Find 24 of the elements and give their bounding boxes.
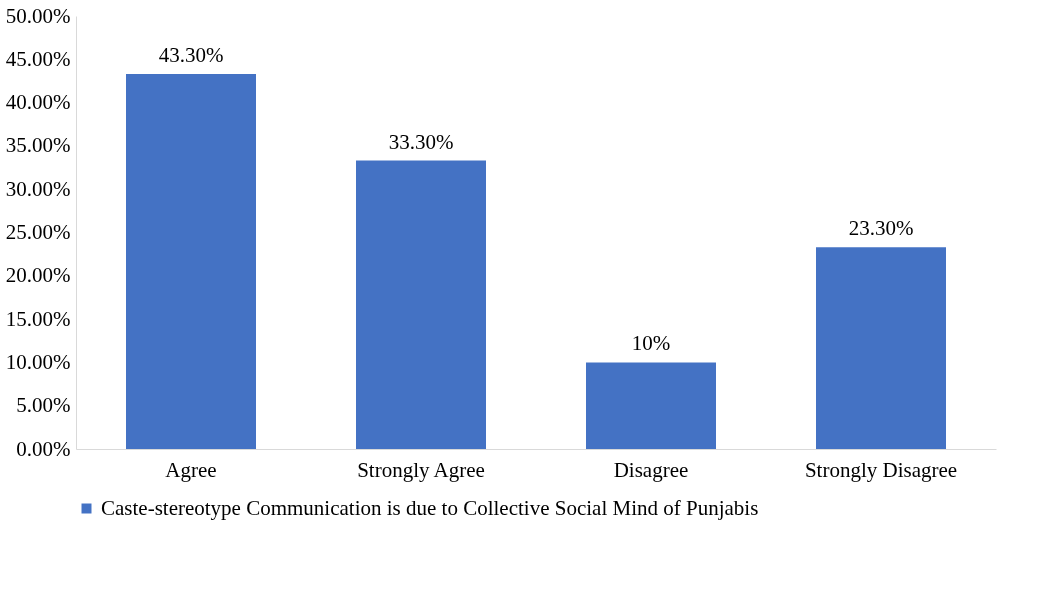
x-tick-label: Strongly Disagree <box>804 457 958 482</box>
y-tick-label: 0.00% <box>16 436 71 461</box>
data-label: 23.30% <box>848 216 914 241</box>
y-tick-label: 25.00% <box>5 220 71 244</box>
y-tick-label: 20.00% <box>5 263 71 288</box>
y-tick-label: 50.00% <box>5 3 71 28</box>
x-tick-label: Strongly Agree <box>357 457 485 482</box>
bar <box>356 160 486 449</box>
y-tick-label: 35.00% <box>5 133 71 158</box>
y-tick-label: 45.00% <box>5 46 71 71</box>
y-tick-label: 30.00% <box>5 176 71 201</box>
y-tick-label: 40.00% <box>5 90 71 115</box>
data-label: 10% <box>631 331 671 356</box>
y-tick-label: 5.00% <box>16 393 71 418</box>
legend-label: Caste-stereotype Communication is due to Collective Social Mind of Punjabis <box>101 495 759 520</box>
bar <box>586 362 716 449</box>
x-tick-label: Agree <box>165 457 217 482</box>
bar <box>816 247 946 449</box>
y-tick-label: 10.00% <box>5 349 71 374</box>
y-tick-label: 15.00% <box>5 306 71 331</box>
data-label: 43.30% <box>158 43 224 68</box>
data-label: 33.30% <box>388 129 454 154</box>
x-tick-label: Disagree <box>613 457 689 482</box>
bar <box>126 74 256 449</box>
